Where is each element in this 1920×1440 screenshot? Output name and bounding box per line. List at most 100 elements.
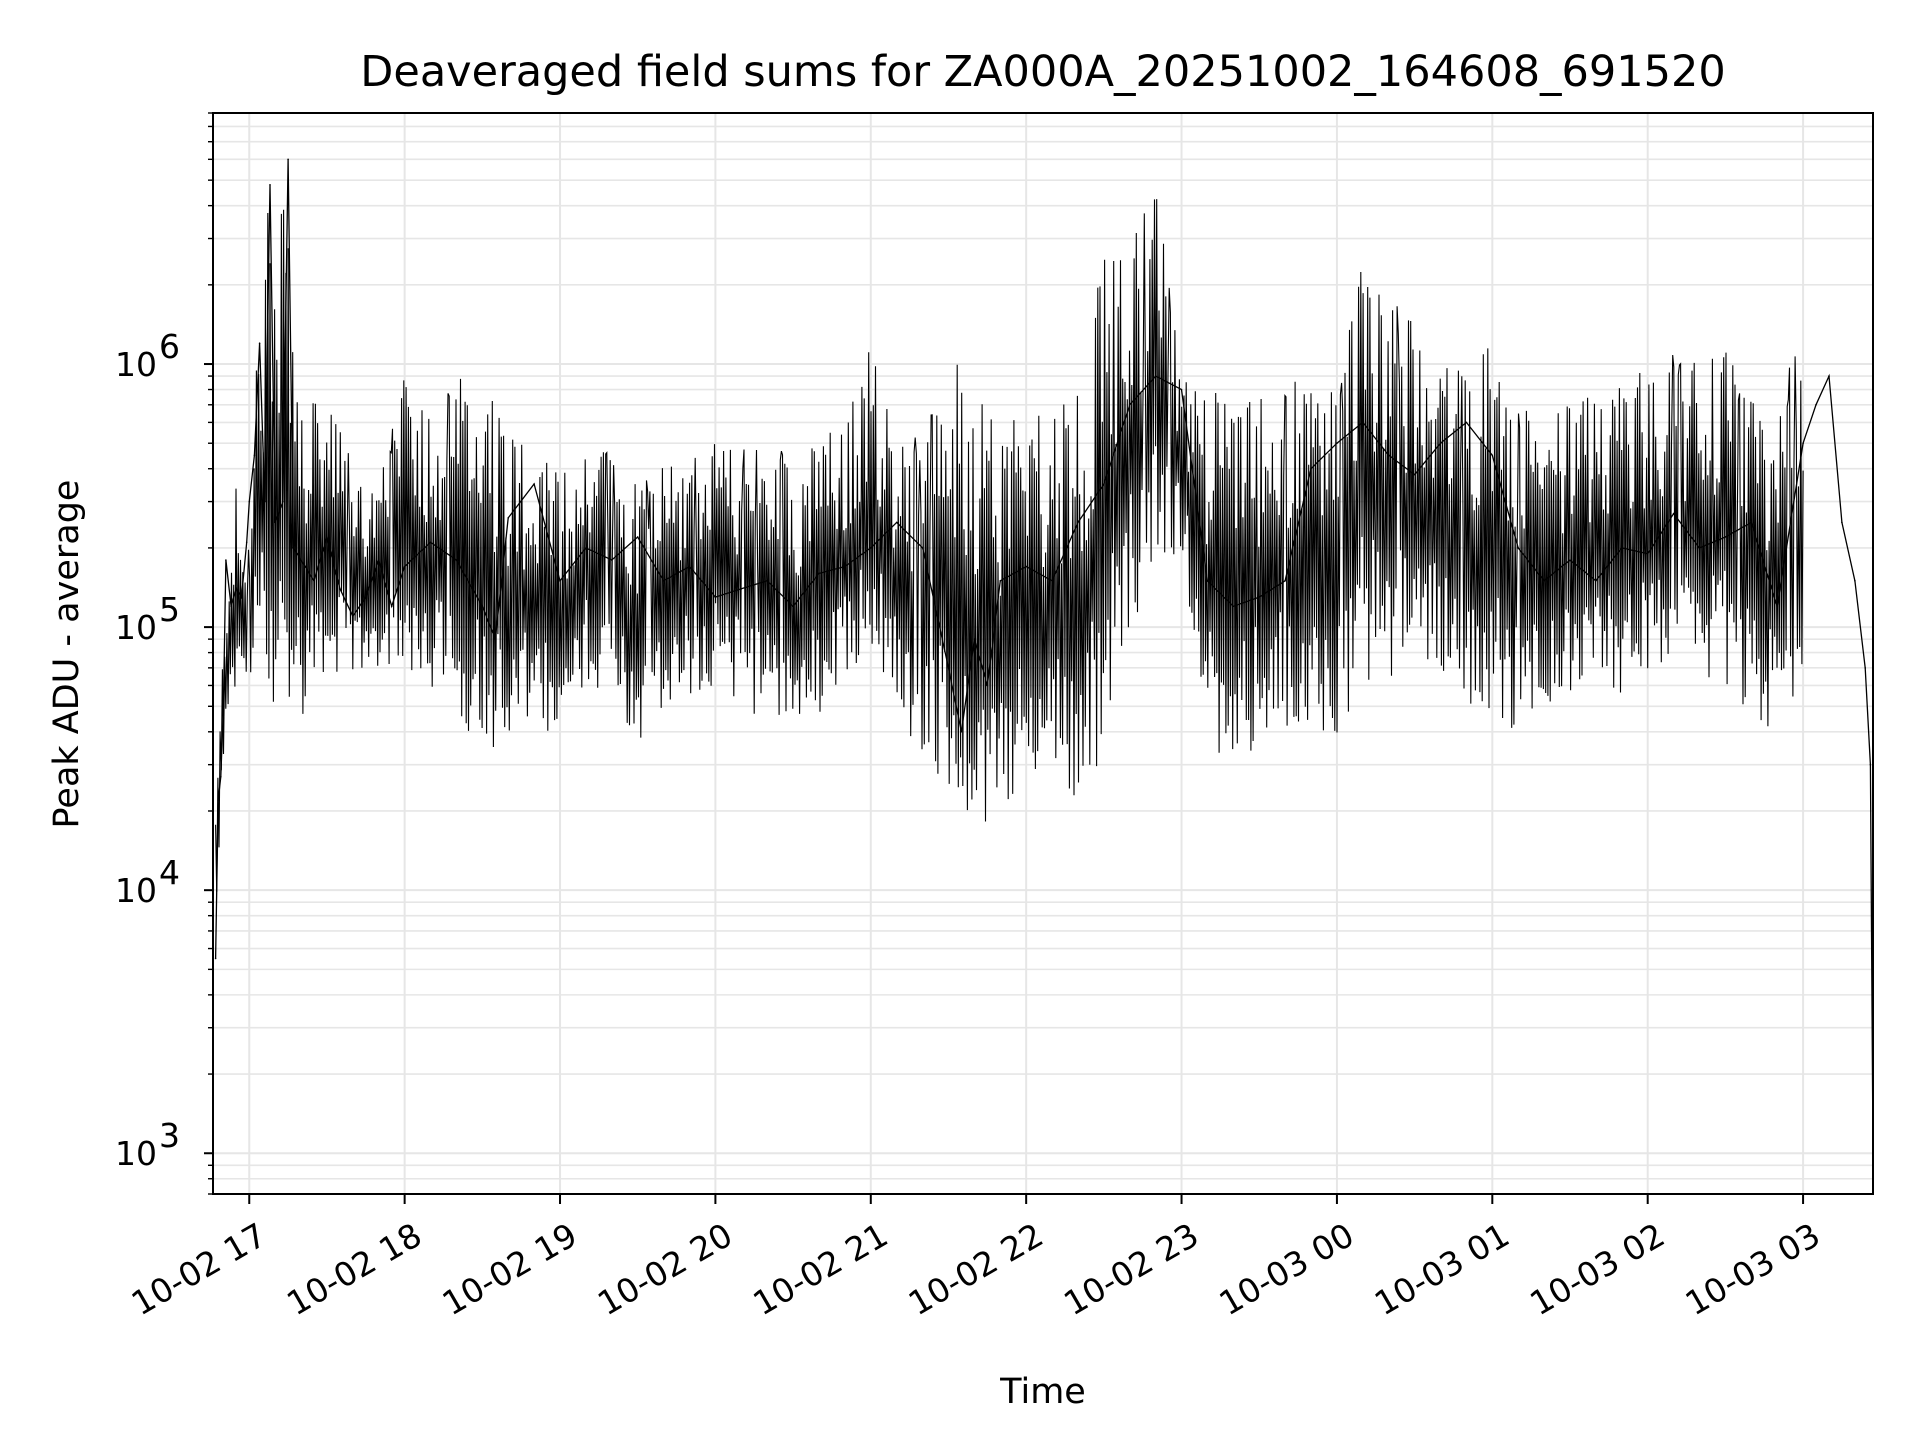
series-point <box>818 572 820 575</box>
series-point <box>1698 547 1701 549</box>
series-point <box>481 605 484 608</box>
series-point <box>870 547 872 549</box>
series-point <box>1310 467 1312 470</box>
series-point <box>245 541 248 544</box>
series-point <box>662 580 665 582</box>
series-point <box>1206 580 1209 582</box>
series-point <box>636 536 639 538</box>
series-point <box>1776 605 1778 608</box>
plot-frame <box>212 112 1874 1195</box>
series-point <box>313 580 315 582</box>
series-point <box>365 596 367 598</box>
series-point <box>973 638 976 640</box>
series-point <box>253 454 256 457</box>
series-point <box>507 517 510 519</box>
series-point <box>217 799 219 801</box>
series-point <box>230 605 232 608</box>
series-point <box>921 547 924 549</box>
series-point <box>1387 454 1390 457</box>
series-point <box>339 587 341 590</box>
series-point <box>844 565 846 568</box>
series-point <box>960 731 963 733</box>
series-point <box>1621 547 1623 549</box>
series-point <box>326 536 328 538</box>
series-point <box>352 615 354 617</box>
series-point <box>222 705 225 708</box>
chart-title: Deaveraged field sums for ZA000A_2025100… <box>360 47 1725 97</box>
series-point <box>533 483 535 485</box>
series-point <box>274 521 277 524</box>
series-point <box>377 559 380 561</box>
series-point <box>269 184 271 186</box>
y-tick-label-exponent: 3 <box>159 1116 180 1155</box>
series-point <box>494 638 497 640</box>
series-point <box>220 775 222 778</box>
series-point <box>1869 763 1872 766</box>
series-point <box>455 559 458 561</box>
series-point <box>1154 375 1157 377</box>
series-point <box>1362 421 1364 424</box>
series-point <box>214 957 217 960</box>
series-point <box>1103 483 1105 485</box>
series-point <box>1828 375 1830 377</box>
series-point <box>895 521 898 524</box>
series-point <box>688 565 691 568</box>
series-point <box>1336 442 1338 445</box>
series-point <box>1517 547 1519 549</box>
series-point <box>1413 473 1416 476</box>
series-point <box>282 500 284 503</box>
series-point <box>1864 667 1866 669</box>
y-axis-label: Peak ADU - average <box>47 480 87 829</box>
series-point <box>240 596 243 598</box>
series-line-noise <box>215 199 1804 892</box>
y-tick-label: 10 <box>115 608 157 647</box>
series-point <box>947 667 950 669</box>
series-point <box>1815 404 1817 406</box>
series-point <box>235 587 238 590</box>
series-point <box>740 587 743 590</box>
series-point <box>1841 521 1843 524</box>
series-point <box>986 684 989 687</box>
series-point <box>1051 580 1053 582</box>
series-point <box>403 565 406 568</box>
series-point <box>1025 565 1027 568</box>
series-point <box>1180 388 1183 391</box>
series-point <box>611 559 613 561</box>
series-point <box>1750 521 1753 524</box>
series-point <box>1646 553 1649 555</box>
series-point <box>1543 580 1545 582</box>
y-tick-label: 10 <box>115 871 157 910</box>
series-point <box>258 342 261 345</box>
series-point <box>1258 596 1260 598</box>
series-point <box>390 605 393 608</box>
series-point <box>1569 559 1571 561</box>
series-point <box>1465 421 1468 424</box>
series-point <box>1854 580 1856 582</box>
series-point <box>1595 580 1597 582</box>
series-point <box>225 559 227 561</box>
y-tick-label-exponent: 5 <box>159 590 180 629</box>
series-point <box>248 500 251 503</box>
series-point <box>585 547 587 549</box>
plot-series <box>214 158 1874 1154</box>
series-point <box>287 158 289 161</box>
series-point <box>1672 512 1675 515</box>
series-point <box>714 596 717 598</box>
series-point <box>1077 521 1079 524</box>
series-point <box>792 605 794 608</box>
series-point <box>766 580 768 582</box>
y-tick-label: 10 <box>115 345 157 384</box>
series-point <box>1491 454 1494 457</box>
y-tick-label: 10 <box>115 1134 157 1173</box>
series-point <box>1439 442 1442 445</box>
y-tick-label-exponent: 6 <box>159 327 180 366</box>
series-point <box>292 547 295 549</box>
series-point <box>559 580 561 582</box>
y-tick-label-exponent: 4 <box>159 853 180 892</box>
series-point <box>999 580 1002 582</box>
series-point <box>300 559 302 561</box>
series-point <box>429 541 432 544</box>
series-point <box>1802 442 1804 445</box>
series-point <box>1129 404 1131 406</box>
